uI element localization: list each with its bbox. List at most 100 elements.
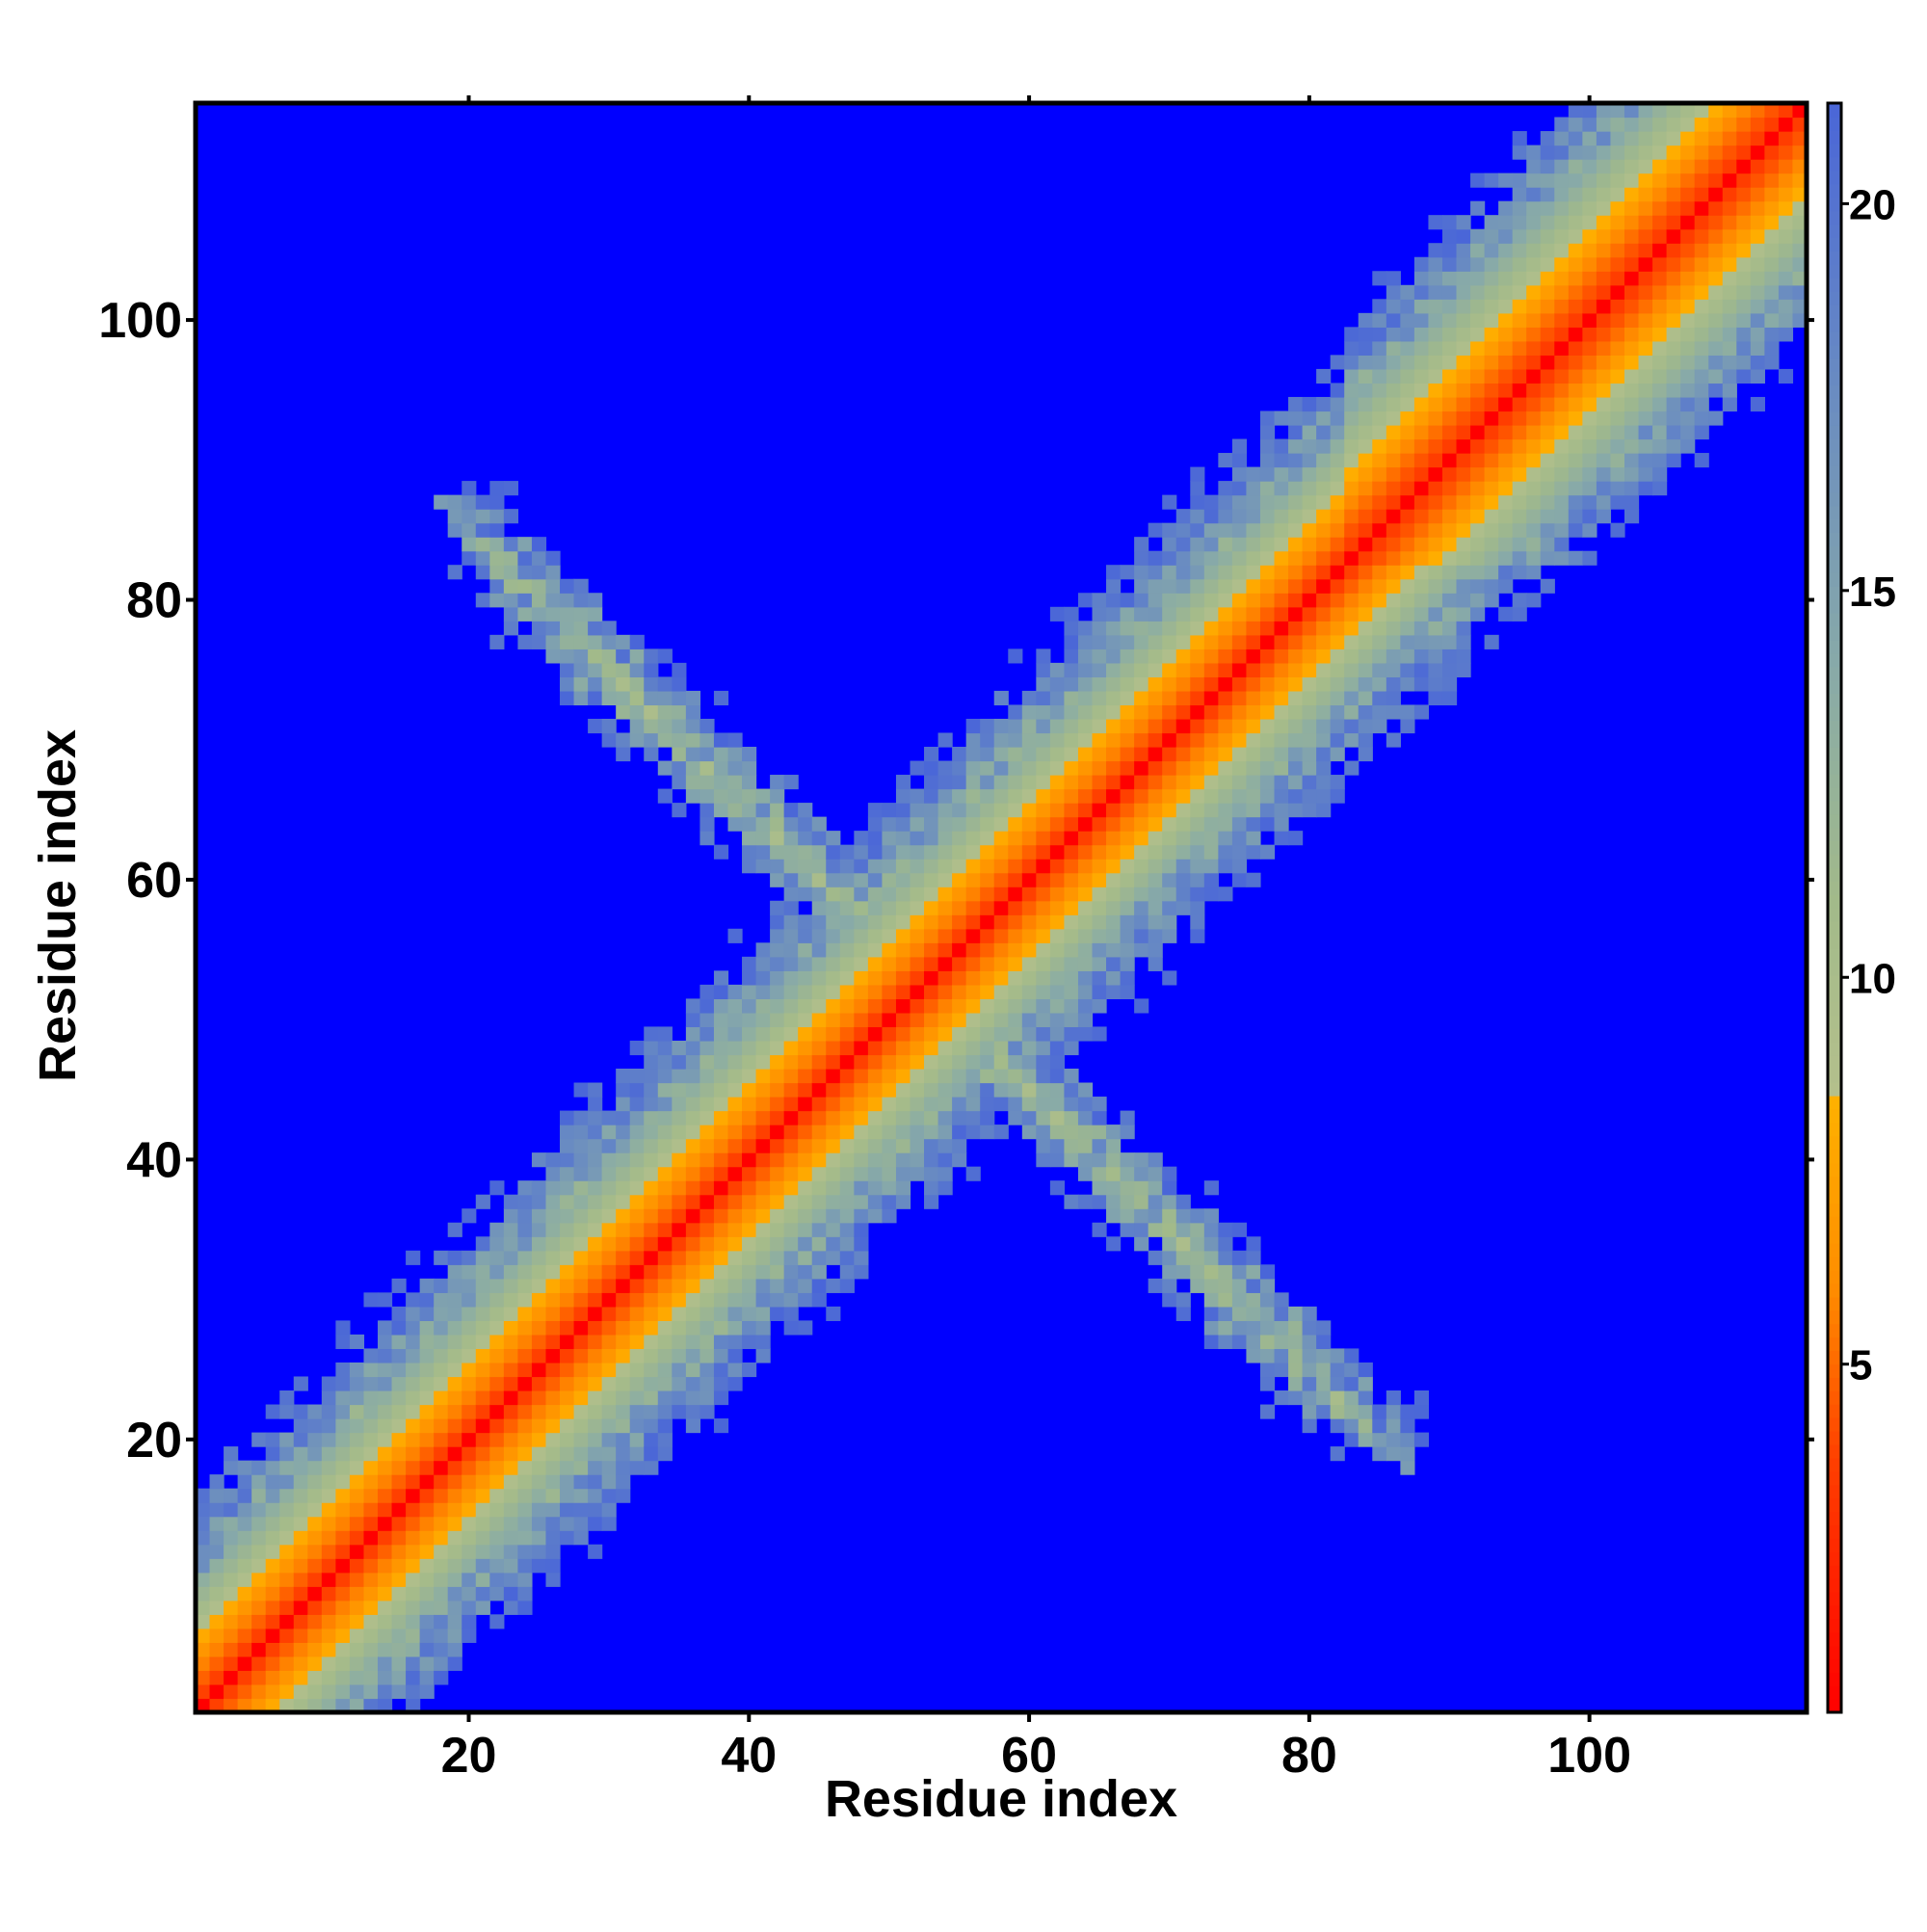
heatmap-cell (545, 1194, 561, 1209)
heatmap-cell (1288, 634, 1304, 649)
heatmap-cell (1231, 662, 1248, 677)
heatmap-cell (1218, 816, 1233, 832)
heatmap-cell (685, 1264, 701, 1280)
heatmap-cell (657, 760, 673, 776)
heatmap-cell (993, 872, 1009, 887)
heatmap-cell (462, 509, 477, 524)
heatmap-cell (363, 1474, 379, 1490)
heatmap-cell (1623, 425, 1640, 440)
heatmap-cell (1162, 788, 1177, 804)
heatmap-cell (1106, 956, 1122, 971)
heatmap-cell (447, 1586, 462, 1601)
heatmap-cell (419, 1655, 435, 1672)
heatmap-cell (727, 1334, 743, 1350)
heatmap-cell (1218, 803, 1233, 818)
heatmap-cell (503, 1418, 518, 1434)
heatmap-cell (1231, 453, 1248, 468)
heatmap-cell (685, 1040, 701, 1056)
heatmap-cell (1386, 676, 1401, 692)
heatmap-cell (657, 1208, 673, 1224)
heatmap-cell (1554, 494, 1570, 510)
heatmap-cell (1680, 425, 1696, 440)
heatmap-cell (700, 1404, 715, 1419)
heatmap-cell (1568, 425, 1583, 440)
heatmap-cell (560, 1362, 575, 1378)
heatmap-cell (798, 1250, 813, 1265)
heatmap-cell (1218, 844, 1233, 860)
heatmap-cell (1190, 1278, 1205, 1293)
heatmap-cell (475, 1362, 490, 1378)
colorbar-segment (1828, 1363, 1841, 1378)
heatmap-cell (1064, 956, 1079, 971)
heatmap-cell (783, 914, 799, 930)
heatmap-cell (1218, 747, 1233, 762)
heatmap-cell (755, 1040, 771, 1056)
heatmap-cell (867, 1097, 884, 1112)
colorbar-segment (1828, 1337, 1841, 1352)
heatmap-cell (1106, 942, 1122, 958)
heatmap-cell (419, 1628, 435, 1643)
colorbar-segment (1828, 317, 1841, 332)
heatmap-cell (1148, 914, 1163, 930)
heatmap-cell (1036, 1054, 1051, 1070)
heatmap-cell (503, 1432, 518, 1447)
heatmap-cell (601, 1334, 617, 1350)
heatmap-cell (713, 1054, 729, 1070)
heatmap-cell (601, 1432, 617, 1447)
heatmap-cell (1666, 410, 1681, 426)
heatmap-cell (1092, 690, 1107, 706)
colorbar-segment (1828, 706, 1841, 721)
heatmap-cell (1484, 453, 1499, 468)
heatmap-cell (573, 1516, 589, 1531)
heatmap-cell (1106, 760, 1122, 776)
heatmap-cell (349, 1683, 365, 1700)
heatmap-cell (1680, 243, 1696, 258)
heatmap-cell (378, 1292, 393, 1308)
heatmap-cell (993, 844, 1009, 860)
heatmap-cell (839, 984, 855, 999)
heatmap-cell (1750, 187, 1765, 202)
heatmap-cell (531, 1152, 547, 1168)
heatmap-cell (391, 1558, 407, 1574)
heatmap-cell (224, 1642, 239, 1657)
heatmap-cell (685, 1348, 701, 1363)
heatmap-cell (434, 1334, 449, 1350)
heatmap-cell (770, 816, 785, 832)
heatmap-cell (1134, 803, 1149, 818)
heatmap-cell (419, 1334, 435, 1350)
heatmap-cell (1596, 103, 1612, 119)
heatmap-cell (924, 1097, 939, 1112)
heatmap-cell (1203, 831, 1219, 846)
heatmap-cell (1470, 340, 1486, 356)
heatmap-cell (1400, 1404, 1415, 1419)
colorbar-segment (1828, 1604, 1841, 1620)
heatmap-cell (1162, 606, 1177, 622)
heatmap-cell (265, 1432, 280, 1447)
heatmap-cell (1049, 1097, 1066, 1112)
heatmap-cell (447, 1655, 462, 1672)
heatmap-cell (952, 984, 967, 999)
colorbar-segment (1828, 1242, 1841, 1257)
heatmap-cell (1175, 634, 1191, 649)
heatmap-cell (573, 1474, 589, 1490)
heatmap-cell (237, 1655, 252, 1672)
heatmap-cell (1568, 466, 1583, 482)
colorbar-segment (1828, 1564, 1841, 1579)
heatmap-cell (462, 1432, 477, 1447)
heatmap-cell (601, 732, 617, 748)
heatmap-cell (434, 1320, 449, 1336)
colorbar-segment (1828, 1538, 1841, 1552)
heatmap-cell (1694, 453, 1709, 468)
heatmap-cell (1680, 340, 1696, 356)
heatmap-cell (1358, 355, 1373, 370)
heatmap-cell (826, 1278, 841, 1293)
heatmap-cell (1694, 327, 1709, 342)
heatmap-cell (1428, 550, 1443, 566)
heatmap-cell (1456, 299, 1471, 314)
heatmap-cell (882, 1069, 897, 1084)
heatmap-cell (237, 1502, 252, 1518)
heatmap-cell (993, 1097, 1009, 1112)
heatmap-cell (910, 1110, 925, 1125)
heatmap-cell (1554, 228, 1570, 244)
heatmap-cell (1736, 355, 1752, 370)
